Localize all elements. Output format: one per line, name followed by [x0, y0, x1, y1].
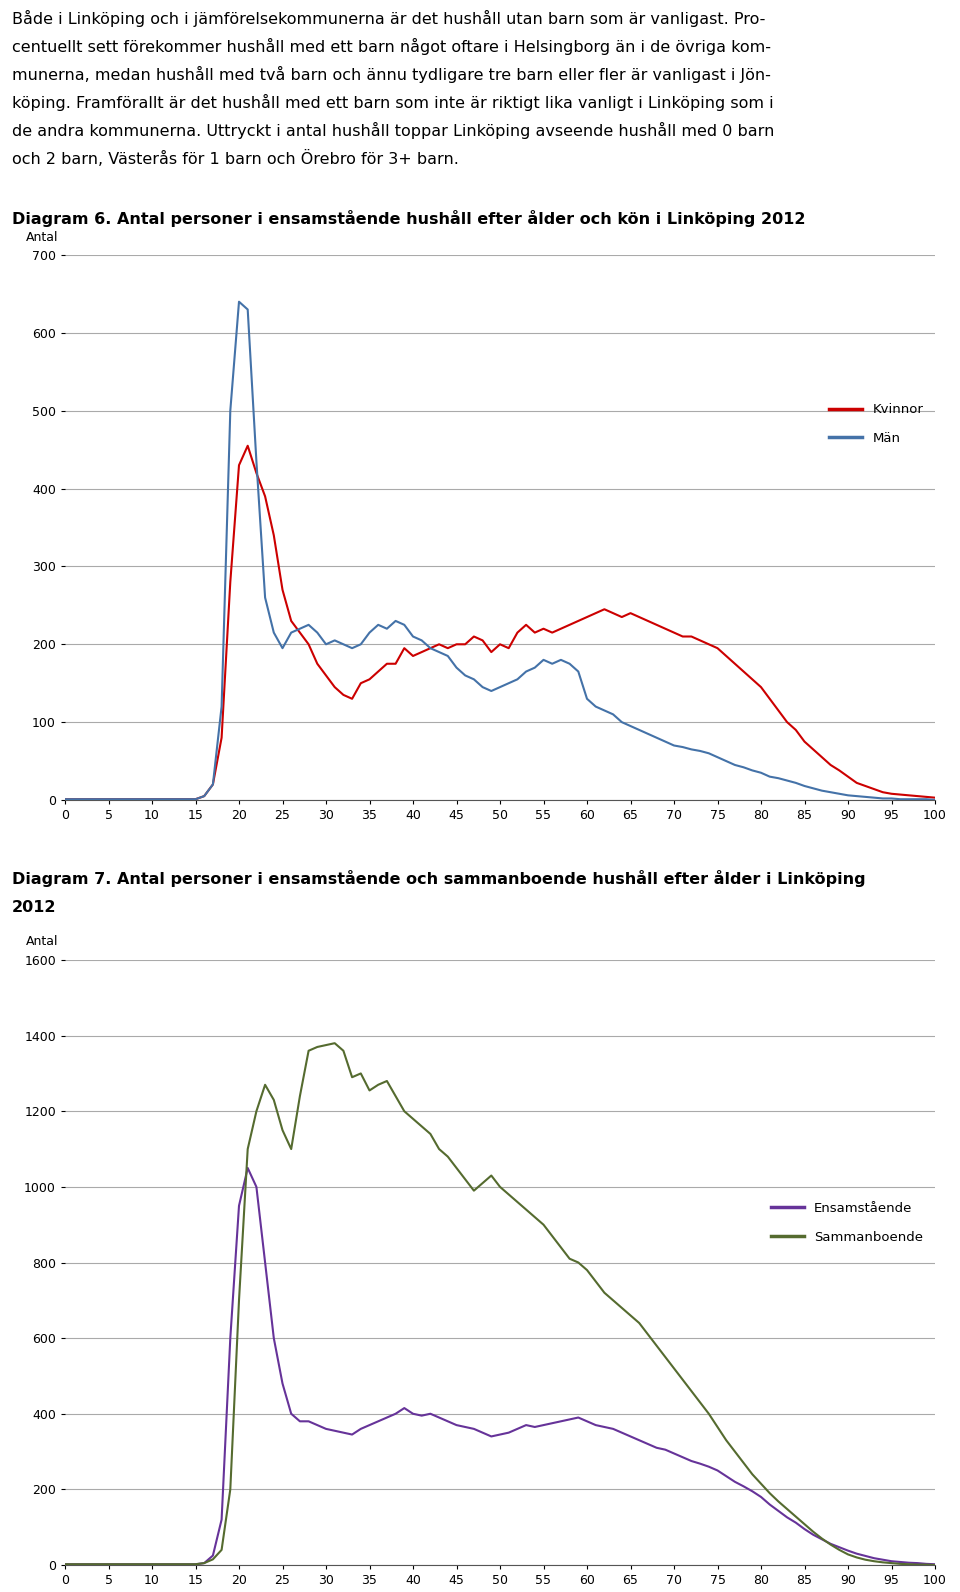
Legend: Ensamstående, Sammanboende: Ensamstående, Sammanboende — [765, 1197, 928, 1248]
Text: centuellt sett förekommer hushåll med ett barn något oftare i Helsingborg än i d: centuellt sett förekommer hushåll med et… — [12, 38, 771, 56]
Text: de andra kommunerna. Uttryckt i antal hushåll toppar Linköping avseende hushåll : de andra kommunerna. Uttryckt i antal hu… — [12, 123, 774, 139]
Legend: Kvinnor, Män: Kvinnor, Män — [824, 398, 928, 451]
Text: och 2 barn, Västerås för 1 barn och Örebro för 3+ barn.: och 2 barn, Västerås för 1 barn och Öreb… — [12, 150, 458, 167]
Text: 2012: 2012 — [12, 899, 56, 915]
Text: munerna, medan hushåll med två barn och ännu tydligare tre barn eller fler är va: munerna, medan hushåll med två barn och … — [12, 65, 770, 83]
Text: Både i Linköping och i jämförelsekommunerna är det hushåll utan barn som är vanl: Både i Linköping och i jämförelsekommune… — [12, 10, 765, 27]
Text: köping. Framförallt är det hushåll med ett barn som inte är riktigt lika vanligt: köping. Framförallt är det hushåll med e… — [12, 94, 773, 111]
Text: Antal: Antal — [26, 231, 59, 244]
Text: Diagram 7. Antal personer i ensamstående och sammanboende hushåll efter ålder i : Diagram 7. Antal personer i ensamstående… — [12, 869, 865, 887]
Text: Diagram 6. Antal personer i ensamstående hushåll efter ålder och kön i Linköping: Diagram 6. Antal personer i ensamstående… — [12, 210, 805, 228]
Text: Antal: Antal — [26, 935, 59, 947]
